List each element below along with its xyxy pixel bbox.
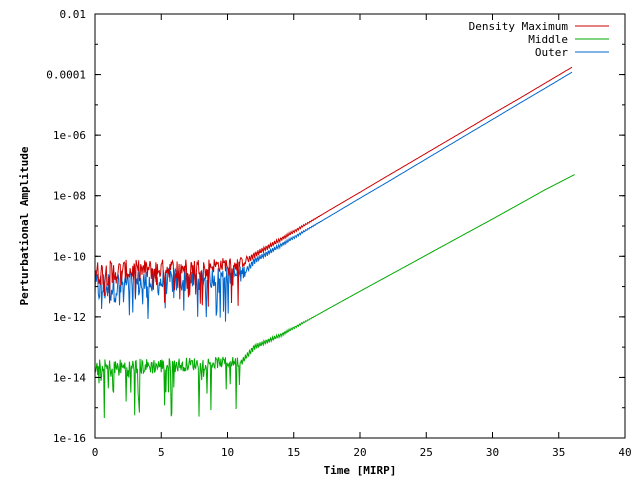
x-tick-label: 20: [353, 446, 366, 459]
series-line-middle: [94, 174, 575, 419]
x-tick-label: 35: [552, 446, 565, 459]
legend-label: Outer: [535, 46, 568, 59]
series-layer: [94, 66, 575, 419]
legend-label: Middle: [528, 33, 568, 46]
y-tick-label: 1e-08: [53, 190, 86, 203]
x-tick-label: 10: [221, 446, 234, 459]
y-tick-label: 1e-12: [53, 311, 86, 324]
x-tick-label: 0: [92, 446, 99, 459]
axis-layer: 0 5 10 15 20 25 30 35 40 1e-16 1e-14 1e-12 1e-10 1e-0…: [46, 8, 631, 459]
x-tick-label: 25: [420, 446, 433, 459]
y-tick-label: 1e-14: [53, 371, 86, 384]
y-tick-label: 1e-10: [53, 250, 86, 263]
x-tick-label: 5: [158, 446, 165, 459]
y-tick-label: 0.01: [60, 8, 87, 21]
series-line-outer: [94, 71, 573, 322]
series-line-density-maximum: [94, 66, 573, 307]
y-tick-label: 0.0001: [46, 69, 86, 82]
x-tick-label: 40: [618, 446, 631, 459]
legend-label: Density Maximum: [469, 20, 569, 33]
x-axis-label: Time [MIRP]: [324, 464, 397, 477]
x-tick-label: 30: [486, 446, 499, 459]
y-tick-label: 1e-06: [53, 129, 86, 142]
x-tick-label: 15: [287, 446, 300, 459]
y-axis-label: Perturbational Amplitude: [18, 146, 31, 305]
y-tick-label: 1e-16: [53, 432, 86, 445]
